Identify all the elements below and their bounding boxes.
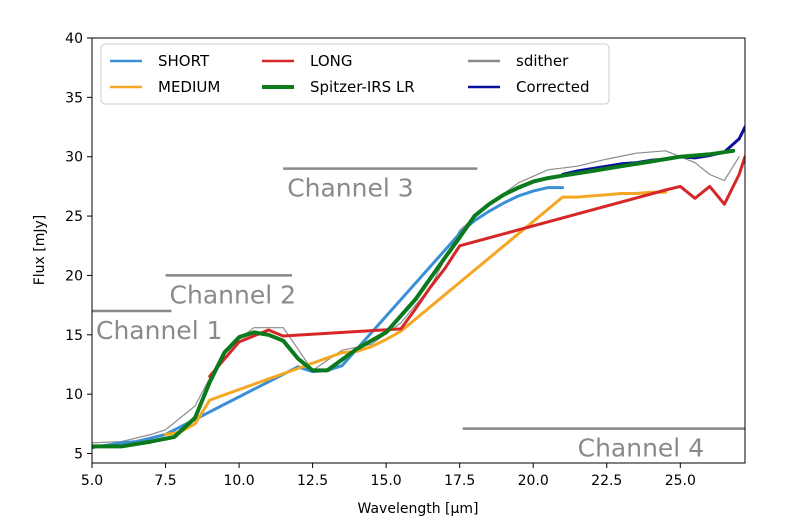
y-tick-label: 5 [74,447,83,463]
y-tick-label: 30 [65,150,83,166]
series-line-short [92,186,565,450]
y-tick-label: 10 [65,387,83,403]
x-tick-label: 25.0 [665,473,696,489]
y-axis-label: Flux [mJy] [32,215,48,286]
x-axis-label: Wavelength [μm] [358,501,479,517]
legend-label-medium: MEDIUM [158,78,220,96]
x-tick-label: 5.0 [81,473,103,489]
axis-ticks: 5.0 7.5 10.0 12.5 15.0 17.5 20.0 22.5 25.0 5 10 15 2… [65,31,696,489]
x-tick-label: 12.5 [297,473,328,489]
legend-label-sdither: sdither [516,52,569,70]
legend-label-corrected: Corrected [516,78,590,96]
channel-3-label: Channel 3 [287,174,414,203]
legend: SHORT MEDIUM LONG Spitzer-IRS LR sdither Corr… [100,43,610,105]
legend-label-spitzer-irs-lr: Spitzer-IRS LR [310,78,415,96]
series-line-medium [164,190,668,436]
y-tick-label: 20 [65,268,83,284]
series-layer [92,125,745,450]
plot-frame [91,37,746,464]
x-tick-label: 20.0 [518,473,549,489]
series-line-long [208,155,745,378]
y-tick-label: 15 [65,328,83,344]
y-tick-label: 35 [65,90,83,106]
x-tick-label: 17.5 [444,473,475,489]
legend-box [100,43,610,105]
channel-2-label: Channel 2 [170,280,297,309]
x-tick-label: 10.0 [223,473,254,489]
legend-label-long: LONG [310,52,352,70]
legend-label-short: SHORT [158,52,210,70]
series-line-spitzer-irs-lr [92,148,736,449]
channel-annotations: Channel 1 Channel 2 Channel 3 Channel 4 [92,167,745,463]
x-tick-label: 7.5 [154,473,176,489]
y-tick-label: 25 [65,209,83,225]
channel-4-label: Channel 4 [578,434,705,463]
x-tick-label: 22.5 [591,473,622,489]
x-tick-label: 15.0 [371,473,402,489]
channel-1-label: Channel 1 [96,316,223,345]
y-tick-label: 40 [65,31,83,47]
